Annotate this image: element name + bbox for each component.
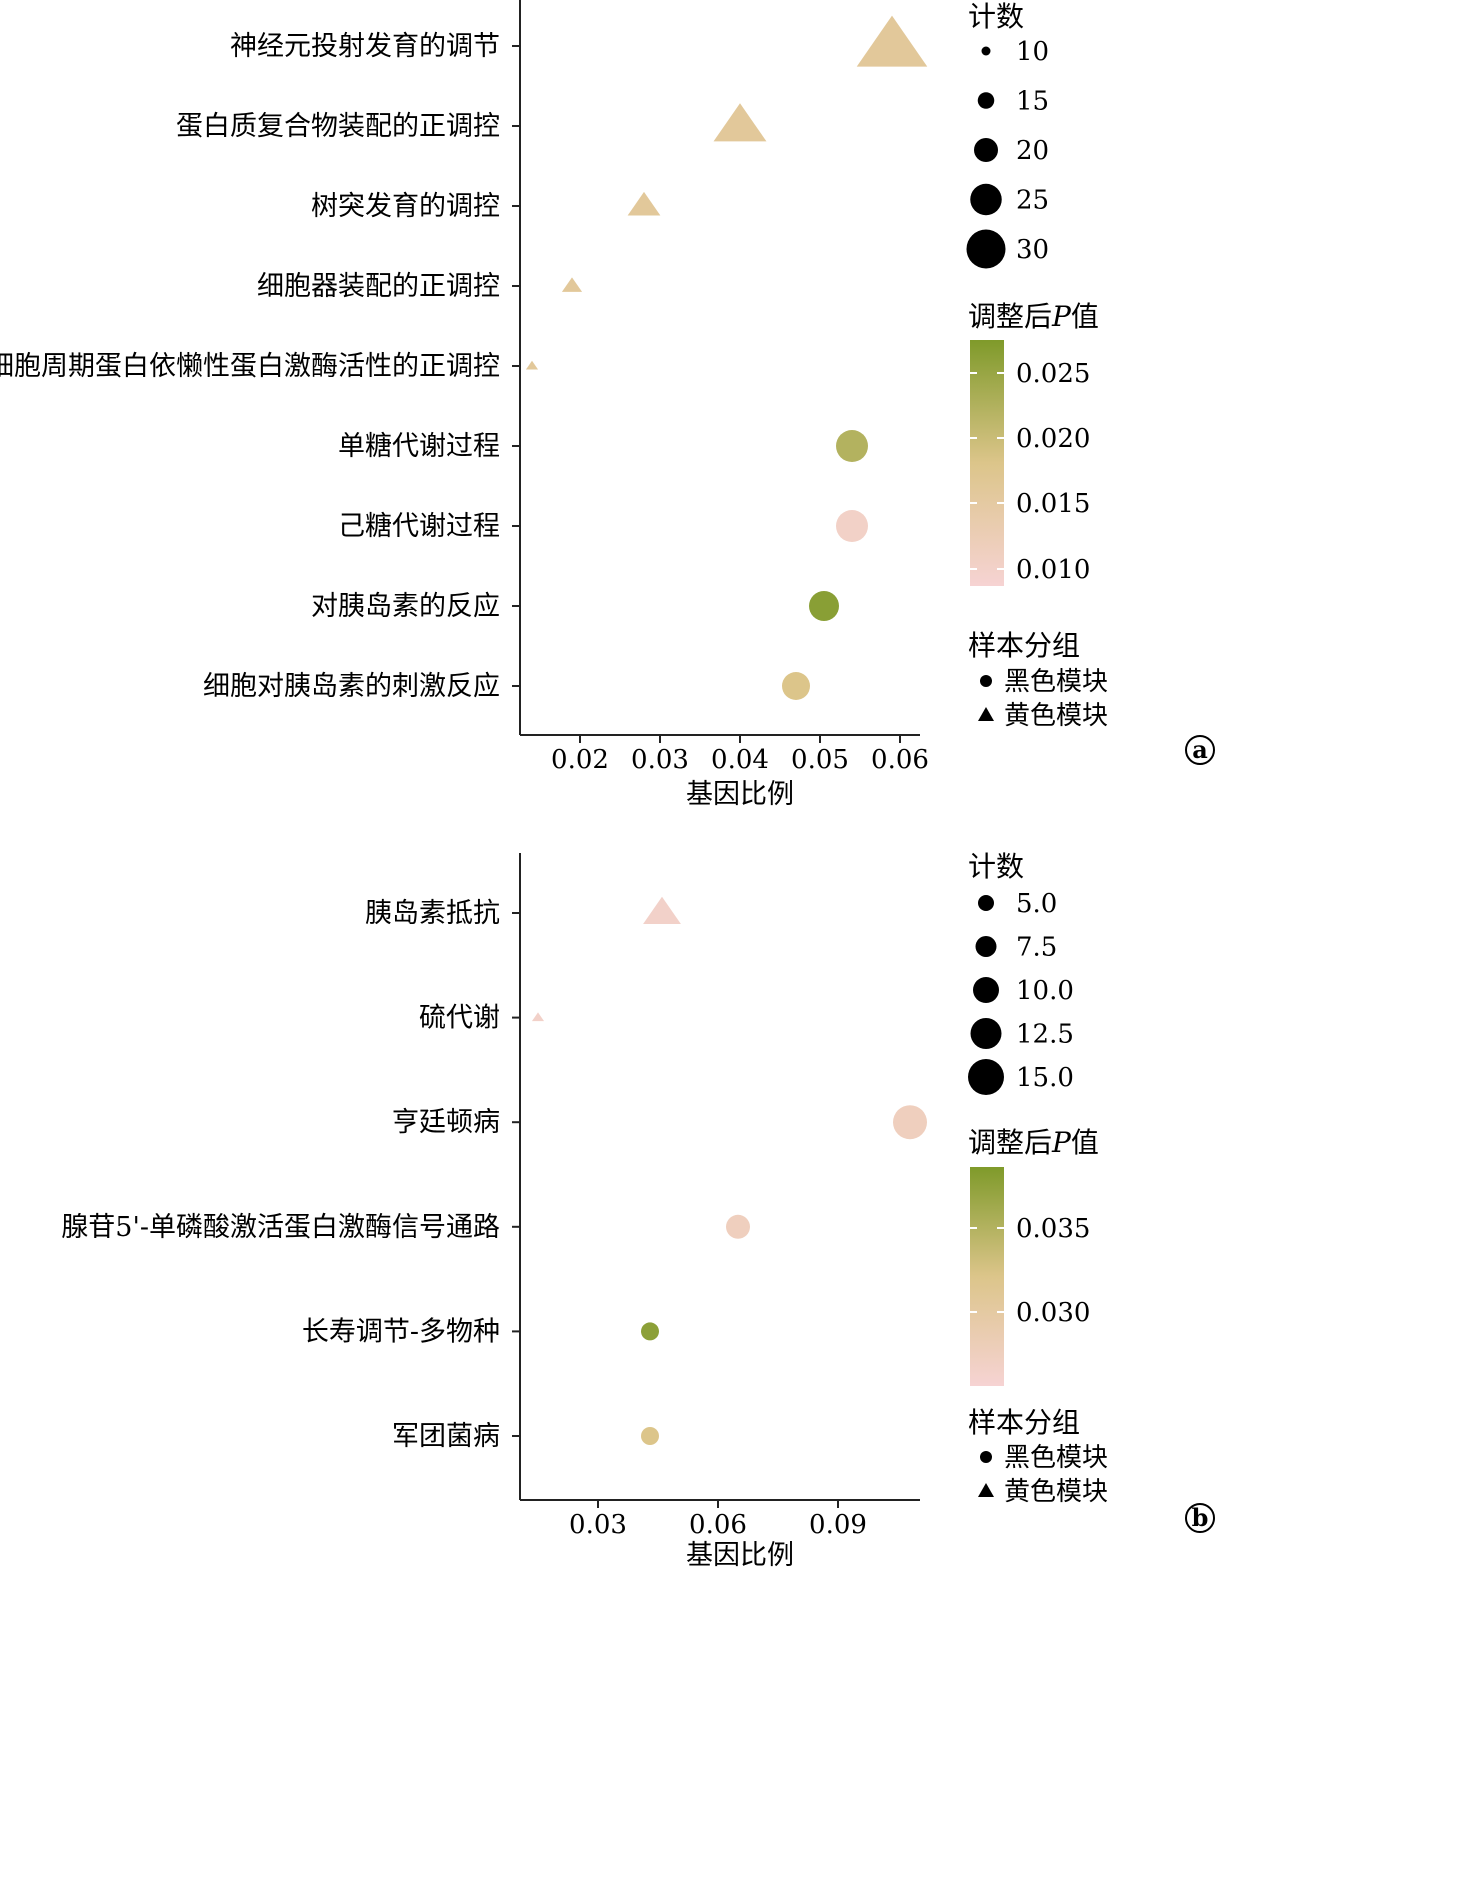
- category-label: 蛋白质复合物装配的正调控: [176, 111, 500, 142]
- category-label: 单糖代谢过程: [338, 431, 500, 462]
- color-legend-label: 0.035: [1016, 1214, 1090, 1244]
- group-legend-label: 黑色模块: [1004, 667, 1108, 697]
- x-tick-label: 0.06: [871, 745, 929, 775]
- color-legend-label: 0.010: [1016, 555, 1090, 585]
- data-point-circle: [836, 430, 868, 462]
- data-point-circle: [893, 1105, 927, 1140]
- size-legend-dot: [977, 92, 995, 109]
- panel-label: a: [1192, 735, 1208, 764]
- data-point-circle: [836, 510, 868, 542]
- size-legend-label: 7.5: [1016, 933, 1057, 963]
- data-point-circle: [809, 591, 839, 621]
- triangle-icon: [978, 707, 994, 721]
- color-legend-bar: [970, 1167, 1004, 1386]
- data-point-triangle: [531, 1012, 545, 1022]
- x-axis-title: 基因比例: [686, 1540, 794, 1571]
- size-legend-label: 25: [1016, 186, 1049, 216]
- triangle-icon: [978, 1483, 994, 1497]
- size-legend-dot: [981, 46, 991, 56]
- data-point-circle: [782, 672, 810, 700]
- size-legend-label: 30: [1016, 235, 1049, 265]
- category-label: 己糖代谢过程: [338, 511, 500, 542]
- group-legend-label: 黄色模块: [1004, 1477, 1108, 1507]
- category-label: 细胞器装配的正调控: [257, 271, 500, 302]
- group-legend-title: 样本分组: [968, 1406, 1080, 1439]
- category-label: 对胰岛素的反应: [311, 591, 500, 622]
- panel-a: 0.02 0.03 0.04 0.05 0.06 基因比例 神经元投射发育的调节蛋白质复合物…: [0, 0, 1215, 810]
- group-legend-label: 黑色模块: [1004, 1443, 1108, 1473]
- x-tick-label: 0.03: [631, 745, 689, 775]
- category-label: 军团菌病: [392, 1421, 500, 1452]
- color-legend-bar: [970, 340, 1004, 586]
- data-point-circle: [641, 1322, 659, 1341]
- size-legend-dot: [968, 1059, 1004, 1095]
- color-legend-label: 0.025: [1016, 359, 1090, 389]
- size-legend-title: 计数: [968, 0, 1024, 33]
- size-legend-label: 12.5: [1016, 1020, 1074, 1050]
- data-point-triangle: [525, 360, 539, 370]
- size-legend-label: 15: [1016, 87, 1049, 117]
- category-label: 细胞对胰岛素的刺激反应: [203, 671, 500, 702]
- data-point-triangle: [561, 277, 583, 292]
- category-label: 亨廷顿病: [392, 1107, 500, 1138]
- circle-icon: [980, 675, 992, 687]
- data-point-triangle: [643, 896, 681, 925]
- panel-b: 0.03 0.06 0.09 基因比例 胰岛素抵抗硫代谢亨廷顿病腺苷5'-单磷酸激活蛋白…: [61, 850, 1215, 1571]
- color-legend-title: 调整后P值: [968, 300, 1099, 333]
- data-point-triangle: [856, 15, 928, 67]
- data-point-triangle: [713, 103, 767, 142]
- color-legend-label: 0.030: [1016, 1298, 1090, 1328]
- size-legend-label: 20: [1016, 136, 1049, 166]
- size-legend-title: 计数: [968, 850, 1024, 883]
- size-legend-dot: [970, 183, 1002, 216]
- size-legend-dot: [966, 229, 1006, 269]
- data-point-circle: [641, 1427, 659, 1445]
- size-legend-label: 10.0: [1016, 976, 1074, 1006]
- category-label: 硫代谢: [419, 1003, 500, 1034]
- category-label: 长寿调节-多物种: [302, 1316, 500, 1347]
- size-legend-label: 5.0: [1016, 889, 1057, 919]
- category-label: 细胞周期蛋白依懒性蛋白激酶活性的正调控: [0, 351, 500, 382]
- panel-label-circle: [1185, 735, 1215, 765]
- size-legend-dot: [974, 138, 998, 162]
- color-legend-title: 调整后P值: [968, 1126, 1099, 1159]
- color-legend-label: 0.015: [1016, 489, 1090, 519]
- color-legend-label: 0.020: [1016, 424, 1090, 454]
- size-legend-label: 10: [1016, 37, 1049, 67]
- x-tick-label: 0.04: [711, 745, 769, 775]
- size-legend-dot: [978, 895, 994, 911]
- group-legend-label: 黄色模块: [1004, 701, 1108, 731]
- size-legend-dot: [975, 936, 997, 957]
- category-label: 腺苷5'-单磷酸激活蛋白激酶信号通路: [61, 1212, 500, 1243]
- size-legend-label: 15.0: [1016, 1063, 1074, 1093]
- x-tick-label: 0.06: [689, 1510, 747, 1540]
- category-label: 神经元投射发育的调节: [230, 31, 500, 62]
- category-label: 树突发育的调控: [311, 191, 500, 222]
- x-tick-label: 0.03: [569, 1510, 627, 1540]
- size-legend-dot: [970, 1018, 1002, 1049]
- panel-label: b: [1192, 1503, 1209, 1532]
- size-legend-dot: [973, 977, 999, 1003]
- x-tick-label: 0.09: [809, 1510, 867, 1540]
- x-tick-label: 0.02: [551, 745, 609, 775]
- panel-label-circle: [1185, 1503, 1215, 1533]
- circle-icon: [980, 1451, 992, 1463]
- x-axis-title: 基因比例: [686, 779, 794, 810]
- category-label: 胰岛素抵抗: [365, 898, 500, 929]
- group-legend-title: 样本分组: [968, 629, 1080, 662]
- x-tick-label: 0.05: [791, 745, 849, 775]
- data-point-circle: [726, 1214, 750, 1239]
- data-point-triangle: [627, 191, 661, 216]
